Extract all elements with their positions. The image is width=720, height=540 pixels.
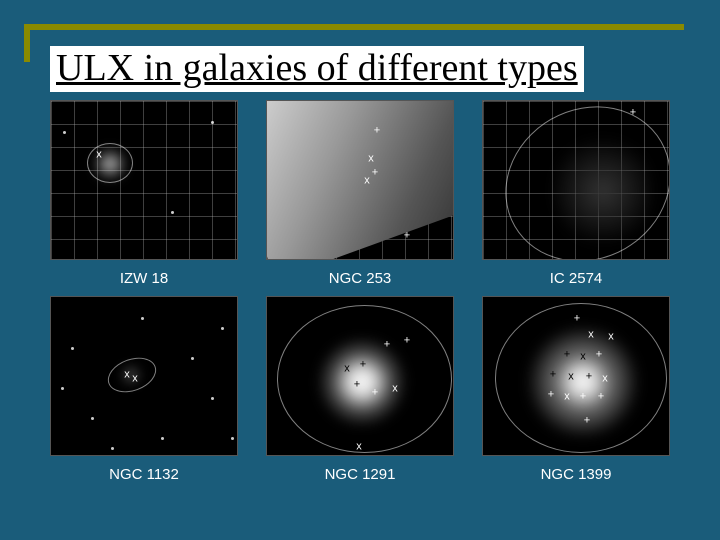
label-ngc253: NGC 253 (266, 270, 454, 287)
panel-ngc253: +x+x+ (266, 100, 454, 260)
label-ngc1291: NGC 1291 (266, 466, 454, 483)
image-grid: x +x+x+ + IZW 18 NGC 253 IC 2574 xx x+++… (50, 100, 670, 486)
panel-ic2574: + (482, 100, 670, 260)
panel-ngc1399: +xx+x++x+x+x+++ (482, 296, 670, 456)
label-izw18: IZW 18 (50, 270, 238, 287)
label-ic2574: IC 2574 (482, 270, 670, 287)
panel-ngc1132: xx (50, 296, 238, 456)
decorative-frame-top (24, 24, 684, 30)
panel-ngc1291: x+++x++x (266, 296, 454, 456)
panel-izw18: x (50, 100, 238, 260)
slide-title: ULX in galaxies of different types (50, 46, 584, 92)
label-ngc1399: NGC 1399 (482, 466, 670, 483)
decorative-frame-left (24, 24, 30, 62)
label-ngc1132: NGC 1132 (50, 466, 238, 483)
